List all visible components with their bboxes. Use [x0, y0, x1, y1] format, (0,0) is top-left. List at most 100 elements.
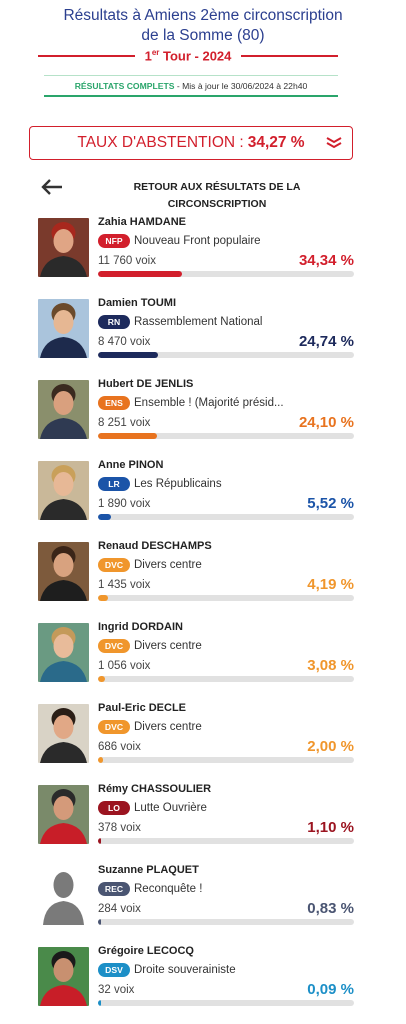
update-text: - Mis à jour le 30/06/2024 à 22h40 [174, 81, 308, 91]
party-badge: DSV [98, 963, 130, 977]
candidate-photo-image [38, 542, 89, 601]
back-line-2: CIRCONSCRIPTION [167, 198, 267, 210]
vote-percentage: 2,00 % [307, 738, 354, 755]
back-to-constituency-link[interactable]: RETOUR AUX RÉSULTATS DE LA CIRCONSCRIPTI… [40, 176, 340, 214]
result-bar-fill [98, 919, 102, 925]
vote-count: 1 435 voix [98, 579, 151, 591]
candidate-name: Anne PINON [98, 459, 164, 471]
candidate-row[interactable]: Rémy CHASSOULIER LO Lutte Ouvrière 378 voix… [38, 783, 354, 863]
update-banner: RÉSULTATS COMPLETS - Mis à jour le 30/06… [44, 75, 338, 97]
divider-left [38, 55, 135, 57]
candidate-row[interactable]: Renaud DESCHAMPS DVC Divers centre 1 435 vo… [38, 540, 354, 620]
abstention-value: 34,27 % [247, 134, 305, 151]
party-badge: DVC [98, 720, 130, 734]
result-bar [98, 433, 354, 439]
vote-count: 378 voix [98, 822, 141, 834]
result-bar-fill [98, 676, 106, 682]
party-badge: RN [98, 315, 130, 329]
candidate-name: Grégoire LECOCQ [98, 945, 194, 957]
result-bar [98, 352, 354, 358]
vote-count: 32 voix [98, 984, 135, 996]
complete-label: RÉSULTATS COMPLETS [74, 81, 175, 91]
vote-percentage: 4,19 % [307, 576, 354, 593]
candidate-photo [38, 704, 89, 763]
party-badge: LR [98, 477, 130, 491]
candidate-photo-image [38, 218, 89, 277]
vote-count: 8 251 voix [98, 417, 151, 429]
party-badge: ENS [98, 396, 130, 410]
party-name: Divers centre [134, 640, 202, 652]
candidate-photo-image [38, 704, 89, 763]
candidate-photo-image [38, 947, 89, 1006]
vote-percentage: 0,09 % [307, 981, 354, 998]
result-bar [98, 1000, 354, 1006]
abstention-label: TAUX D'ABSTENTION : [77, 134, 244, 151]
candidate-row[interactable]: Hubert DE JENLIS ENS Ensemble ! (Majorité … [38, 378, 354, 458]
result-bar [98, 757, 354, 763]
candidate-photo [38, 542, 89, 601]
candidate-row[interactable]: Paul-Eric DECLE DVC Divers centre 686 voix 2… [38, 702, 354, 782]
title-line-1: Résultats à Amiens 2ème circonscription [63, 7, 343, 24]
party-name: Reconquête ! [134, 883, 203, 895]
party-name: Droite souverainiste [134, 964, 236, 976]
vote-count: 686 voix [98, 741, 141, 753]
tour-superscript: er [151, 48, 160, 58]
candidate-row[interactable]: Ingrid DORDAIN DVC Divers centre 1 056 voix… [38, 621, 354, 701]
double-chevron-down-icon [326, 137, 342, 149]
vote-percentage: 0,83 % [307, 900, 354, 917]
tour-label: 1er Tour - 2024 [135, 48, 242, 63]
result-bar [98, 838, 354, 844]
candidate-photo-image [38, 299, 89, 358]
vote-count: 284 voix [98, 903, 141, 915]
result-bar [98, 676, 354, 682]
arrow-left-icon [41, 179, 62, 195]
vote-count: 11 760 voix [98, 255, 156, 267]
candidate-name: Zahia HAMDANE [98, 216, 187, 228]
party-name: Lutte Ouvrière [134, 802, 207, 814]
tour-text: Tour - 2024 [159, 48, 232, 64]
candidate-photo [38, 299, 89, 358]
candidate-row[interactable]: Suzanne PLAQUET REC Reconquête ! 284 voix 0,… [38, 864, 354, 944]
candidate-photo-image [38, 461, 89, 520]
result-bar-fill [98, 838, 102, 844]
candidate-row[interactable]: Anne PINON LR Les Républicains 1 890 voix 5,… [38, 459, 354, 539]
result-bar [98, 271, 354, 277]
candidate-row[interactable]: Damien TOUMI RN Rassemblement National 8 47… [38, 297, 354, 377]
candidate-photo-image [38, 785, 89, 844]
party-name: Rassemblement National [134, 316, 263, 328]
vote-percentage: 5,52 % [307, 495, 354, 512]
vote-percentage: 1,10 % [307, 819, 354, 836]
tour-header: 1er Tour - 2024 [38, 46, 338, 66]
candidate-name: Rémy CHASSOULIER [98, 783, 212, 795]
candidate-row[interactable]: Zahia HAMDANE NFP Nouveau Front populaire 1… [38, 216, 354, 296]
party-badge: DVC [98, 639, 130, 653]
result-bar-fill [98, 514, 112, 520]
candidate-photo [38, 947, 89, 1006]
party-badge: NFP [98, 234, 130, 248]
divider-right [241, 55, 338, 57]
vote-percentage: 3,08 % [307, 657, 354, 674]
candidate-row[interactable]: Grégoire LECOCQ DSV Droite souverainiste 32… [38, 945, 354, 1024]
candidate-photo [38, 785, 89, 844]
vote-count: 1 056 voix [98, 660, 151, 672]
vote-percentage: 24,10 % [298, 414, 354, 431]
candidate-name: Damien TOUMI [98, 297, 177, 309]
vote-count: 8 470 voix [98, 336, 151, 348]
vote-percentage: 24,74 % [298, 333, 354, 350]
party-name: Ensemble ! (Majorité présid... [134, 397, 284, 409]
result-bar-fill [98, 757, 103, 763]
candidate-photo [38, 623, 89, 682]
result-bar-fill [98, 1000, 102, 1006]
candidate-photo [38, 380, 89, 439]
candidate-name: Suzanne PLAQUET [98, 864, 199, 876]
candidate-name: Hubert DE JENLIS [98, 378, 194, 390]
back-line-1: RETOUR AUX RÉSULTATS DE LA [133, 181, 301, 193]
candidate-photo [38, 461, 89, 520]
abstention-toggle[interactable]: TAUX D'ABSTENTION : 34,27 % [29, 126, 353, 160]
candidate-photo-image [38, 623, 89, 682]
back-link-text: RETOUR AUX RÉSULTATS DE LA CIRCONSCRIPTI… [92, 179, 342, 213]
vote-count: 1 890 voix [98, 498, 151, 510]
vote-percentage: 34,34 % [298, 252, 354, 269]
candidate-photo-image [38, 866, 89, 925]
result-bar [98, 919, 354, 925]
